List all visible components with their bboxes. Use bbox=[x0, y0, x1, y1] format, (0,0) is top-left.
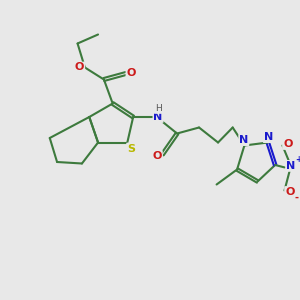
Text: N: N bbox=[153, 112, 163, 122]
Text: N: N bbox=[264, 132, 273, 142]
Text: -: - bbox=[294, 193, 298, 203]
Text: O: O bbox=[152, 151, 162, 161]
Text: O: O bbox=[283, 139, 292, 149]
Text: O: O bbox=[126, 68, 136, 79]
Text: H: H bbox=[155, 104, 161, 113]
Text: O: O bbox=[75, 62, 84, 73]
Text: N: N bbox=[286, 161, 296, 171]
Text: S: S bbox=[127, 143, 135, 154]
Text: N: N bbox=[239, 135, 248, 145]
Text: O: O bbox=[285, 187, 295, 197]
Text: +: + bbox=[295, 155, 300, 164]
